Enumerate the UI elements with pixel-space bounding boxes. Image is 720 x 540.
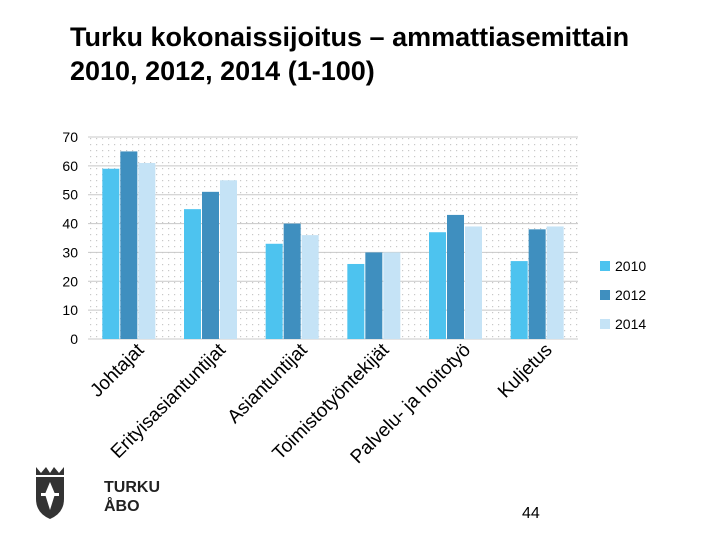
bar-2010-3	[347, 263, 365, 339]
bar-2012-1	[202, 191, 219, 339]
bar-2012-2	[283, 223, 301, 339]
bars	[102, 151, 564, 339]
legend-swatch	[600, 290, 610, 300]
legend-swatch	[600, 319, 610, 329]
legend: 2010 2012 2014	[600, 258, 646, 332]
y-tick-label: 10	[62, 302, 78, 318]
legend-label: 2014	[615, 316, 646, 332]
bar-2014-5	[546, 226, 564, 339]
bar-2010-4	[429, 232, 446, 339]
y-axis: 0 10 20 30 40 50 60 70	[62, 129, 78, 347]
page-title: Turku kokonaissijoitus – ammattiasemitta…	[70, 22, 630, 86]
turku-logo: TURKU ÅBO	[32, 465, 160, 525]
legend-swatch	[600, 261, 610, 271]
y-tick-label: 50	[62, 187, 78, 203]
y-tick-label: 20	[62, 273, 78, 289]
legend-label: 2010	[615, 258, 646, 274]
bar-2014-2	[301, 235, 319, 339]
y-tick-label: 0	[70, 331, 78, 347]
y-tick-label: 70	[62, 129, 78, 145]
gridlines	[88, 136, 578, 340]
bar-2012-4	[447, 214, 464, 339]
page-number: 44	[522, 505, 540, 522]
bar-2012-5	[528, 229, 546, 339]
logo-text-turku: TURKU	[104, 479, 160, 496]
bar-2012-0	[120, 151, 138, 339]
bar-2010-1	[184, 209, 201, 339]
bar-2014-3	[383, 252, 401, 339]
bar-2014-0	[138, 162, 156, 339]
logo-text-abo: ÅBO	[104, 498, 140, 515]
x-category-label: Kuljetus	[494, 340, 557, 403]
x-category-label: Asiantuntijat	[224, 339, 313, 428]
bar-2010-5	[510, 261, 528, 339]
legend-label: 2012	[615, 287, 646, 303]
bar-2014-1	[220, 180, 237, 339]
plot-area	[88, 137, 578, 339]
bar-2010-0	[102, 168, 120, 339]
x-axis: JohtajatErityisasiantuntijatAsiantuntija…	[86, 339, 556, 468]
y-tick-label: 40	[62, 216, 78, 232]
bar-2014-4	[465, 226, 482, 339]
turku-coat-of-arms-icon	[36, 467, 64, 519]
bar-2010-2	[265, 243, 283, 339]
x-category-label: Johtajat	[86, 339, 148, 401]
y-tick-label: 60	[62, 158, 78, 174]
bar-2012-3	[365, 252, 383, 339]
y-tick-label: 30	[62, 244, 78, 260]
